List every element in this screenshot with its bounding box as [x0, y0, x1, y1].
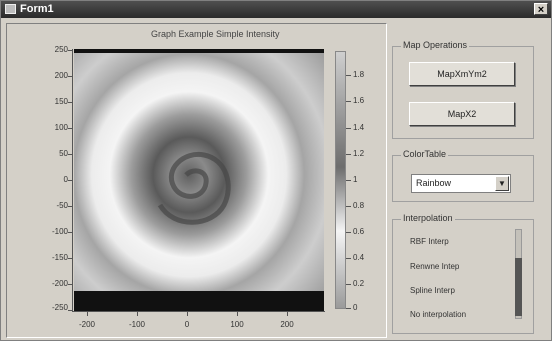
colorbar-label: 0.4	[353, 253, 365, 262]
y-tick-label: -150	[51, 253, 68, 262]
colorbar-label: 0.8	[353, 201, 365, 210]
y-tick	[68, 50, 72, 51]
interp-option-spline[interactable]: Spline Interp	[410, 286, 455, 295]
y-tick	[68, 180, 72, 181]
colorbar-label: 0.6	[353, 227, 365, 236]
colorbar-label: 1.2	[353, 149, 365, 158]
map-xm-ym2-button[interactable]: MapXmYm2	[409, 62, 515, 86]
colorbar-label: 1.6	[353, 96, 365, 105]
y-tick-label: -250	[51, 303, 68, 312]
x-tick-label: -100	[128, 320, 145, 329]
colorbar-tick	[346, 101, 351, 102]
colorbar-label: 1.4	[353, 123, 365, 132]
interpolation-title: Interpolation	[401, 213, 455, 223]
colorbar-tick	[346, 180, 351, 181]
x-tick	[187, 312, 188, 316]
x-tick	[137, 312, 138, 316]
colorbar-label: 1.8	[353, 70, 365, 79]
map-operations-group: Map Operations	[392, 40, 534, 139]
colorbar-label: 1	[353, 175, 358, 184]
color-table-title: ColorTable	[401, 149, 449, 159]
color-table-value: Rainbow	[416, 178, 452, 188]
x-tick-label: -200	[78, 320, 95, 329]
x-tick	[87, 312, 88, 316]
map-operations-title: Map Operations	[401, 40, 470, 50]
y-tick	[68, 284, 72, 285]
y-tick-label: 250	[54, 45, 68, 54]
color-table-select[interactable]: Rainbow ▼	[411, 174, 511, 193]
y-tick	[68, 206, 72, 207]
y-tick-label: 200	[54, 71, 68, 80]
x-tick-label: 200	[280, 320, 294, 329]
graph-panel	[6, 23, 387, 338]
y-tick	[68, 128, 72, 129]
interp-option-rbf[interactable]: RBF Interp	[410, 237, 449, 246]
colorbar-tick	[346, 206, 351, 207]
x-tick	[287, 312, 288, 316]
y-tick-label: 50	[59, 149, 68, 158]
window-title: Form1	[20, 3, 54, 15]
y-tick	[68, 154, 72, 155]
x-tick-label: 0	[184, 320, 190, 329]
colorbar-tick	[346, 154, 351, 155]
close-button[interactable]: ×	[534, 3, 548, 16]
color-table-group: ColorTable	[392, 149, 534, 202]
intensity-image	[74, 49, 324, 311]
y-tick-label: -50	[56, 201, 68, 210]
y-tick-label: 150	[54, 97, 68, 106]
y-tick	[68, 258, 72, 259]
x-tick-label: 100	[230, 320, 244, 329]
interpolation-slider-thumb[interactable]	[515, 258, 522, 316]
colorbar-tick	[346, 232, 351, 233]
y-tick-label: -200	[51, 279, 68, 288]
y-axis	[72, 49, 73, 311]
colorbar-label: 0.2	[353, 279, 365, 288]
intensity-plot[interactable]	[74, 49, 324, 311]
y-tick	[68, 76, 72, 77]
y-tick-label: 100	[54, 123, 68, 132]
chevron-down-icon[interactable]: ▼	[495, 176, 509, 191]
plot-top-band	[74, 49, 324, 53]
color-scale-bar	[335, 51, 346, 309]
colorbar-tick	[346, 308, 351, 309]
y-tick-label: -100	[51, 227, 68, 236]
app-icon	[5, 4, 16, 14]
x-axis	[72, 311, 325, 312]
interp-option-none[interactable]: No interpolation	[410, 310, 467, 319]
y-tick	[68, 310, 72, 311]
title-bar: Form1 ×	[1, 1, 551, 18]
colorbar-tick	[346, 258, 351, 259]
colorbar-tick	[346, 75, 351, 76]
y-tick	[68, 102, 72, 103]
colorbar-label: 0	[353, 303, 358, 312]
map-x2-button[interactable]: MapX2	[409, 102, 515, 126]
interp-option-renwne[interactable]: Renwne Intep	[410, 262, 460, 271]
graph-title: Graph Example Simple Intensity	[151, 29, 280, 39]
interpolation-group: Interpolation	[392, 213, 534, 334]
colorbar-tick	[346, 284, 351, 285]
x-tick	[237, 312, 238, 316]
y-tick-label: 0	[63, 175, 68, 184]
y-tick	[68, 232, 72, 233]
colorbar-tick	[346, 128, 351, 129]
plot-bottom-band	[74, 291, 324, 311]
